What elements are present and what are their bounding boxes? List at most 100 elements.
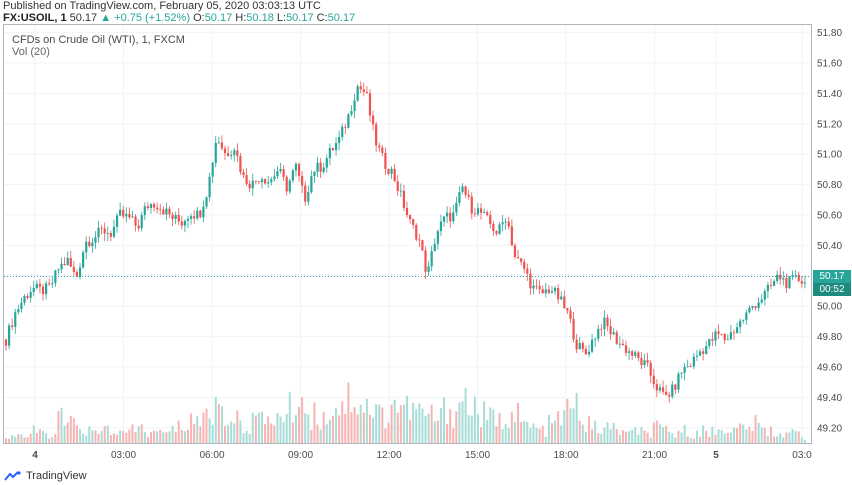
candle-body [205,197,208,207]
candle-body [48,283,51,285]
candle-body [627,351,631,353]
volume-bar [79,429,82,443]
candle-body [609,326,612,335]
volume-bar [692,438,695,443]
volume-bar [702,425,705,443]
volume-legend[interactable]: Vol (20) [12,46,50,58]
volume-bar [254,415,257,443]
volume-bar [615,429,618,443]
candle-body [57,269,60,271]
candle-body [763,291,766,300]
volume-bar [338,415,341,443]
volume-bar [600,434,603,443]
volume-bar [723,433,726,443]
last-price: 50.17 [69,12,98,24]
volume-bar [711,426,714,443]
candle-body [223,148,227,154]
candle-body [677,373,680,390]
volume-bar [745,429,748,443]
candle-body [646,360,649,363]
symbol-label[interactable]: FX:USOIL, 1 [3,12,67,24]
volume-bar [109,435,112,443]
volume-bar [495,426,498,443]
volume-bar [146,437,149,443]
candle-body [791,275,794,277]
volume-bar [307,414,310,443]
candle-body [757,302,760,309]
volume-bar [535,427,538,443]
candle-body [766,284,769,292]
candle-body [4,339,8,346]
candle-body [501,222,504,225]
volume-bar [797,431,800,443]
candle-body [720,333,723,335]
candle-body [26,295,29,298]
candle-body [624,345,628,353]
tradingview-logo[interactable]: TradingView [4,470,87,482]
candle-body [325,158,328,168]
candle-body [162,209,165,215]
candle-body [446,212,449,217]
candle-body [418,239,421,241]
candle-body [294,163,298,171]
volume-bar [751,431,754,443]
y-tick-label: 51.60 [817,59,842,70]
volume-bar [26,437,29,443]
candle-body [211,162,214,177]
y-tick-label: 50.60 [817,211,842,222]
volume-bar [196,416,199,443]
volume-bar [769,426,772,443]
volume-bar [566,398,569,443]
candle-body [408,215,412,220]
candle-body [91,242,94,247]
candle-body [72,266,75,272]
volume-bar [159,429,162,443]
candle-body [661,387,665,392]
candle-body [520,258,523,262]
candle-body [35,283,38,288]
candle-body [643,360,646,366]
candle-body [557,287,560,300]
candle-body [421,240,424,251]
candle-body [479,208,483,213]
volume-bar [193,424,196,443]
volume-bar [54,434,57,443]
volume-bar [183,431,186,443]
candle-body [760,299,763,303]
candle-body [683,366,686,373]
candle-body [78,267,82,277]
candle-body [782,278,785,280]
candle-body [375,124,378,146]
candle-body [615,332,618,344]
candle-body [742,319,745,321]
volume-bar [168,431,171,443]
volume-bar [708,436,711,443]
candle-body [572,318,575,340]
volume-bar [637,434,640,443]
volume-bar [341,401,344,443]
volume-bar [714,434,717,443]
volume-bar [563,410,566,443]
candle-body [316,162,319,172]
candle-body [739,320,742,328]
volume-bar [177,420,180,443]
candle-body [288,180,291,192]
candle-body [794,274,797,276]
candle-body [486,212,489,216]
volume-bar [220,406,223,443]
volume-bar [646,432,649,443]
volume-bar [180,430,183,443]
candle-body [427,266,430,272]
volume-bar [88,426,91,443]
candle-body [735,327,739,334]
candle-body [230,154,233,156]
volume-bar [689,437,692,443]
candle-body [279,169,282,172]
candle-body [560,296,563,300]
volume-bar [285,413,288,443]
chart-legend-title[interactable]: CFDs on Crude Oil (WTI), 1, FXCM [12,34,185,46]
volume-bar [393,399,396,443]
volume-bar [794,431,797,443]
volume-bar [248,434,251,443]
